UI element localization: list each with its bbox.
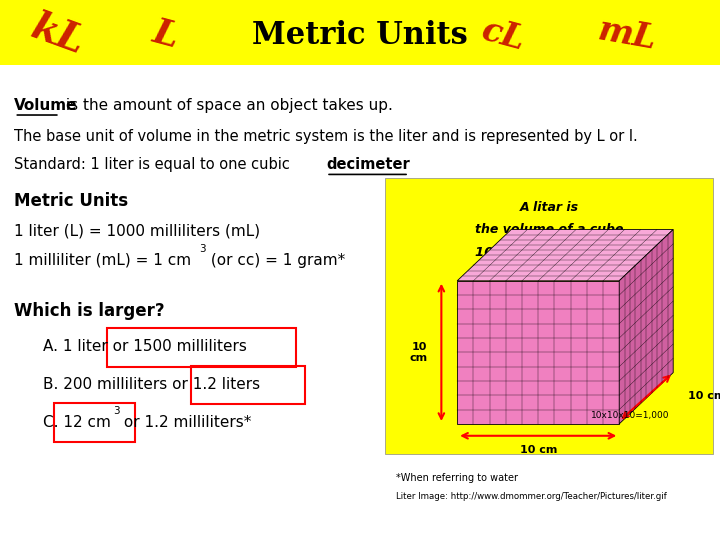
Text: Standard: 1 liter is equal to one cubic: Standard: 1 liter is equal to one cubic [14,157,295,172]
Text: C. 12 cm: C. 12 cm [43,415,111,430]
Text: 10
cm: 10 cm [410,341,428,363]
Text: Volume: Volume [14,98,78,113]
Text: the volume of a cube: the volume of a cube [474,223,624,236]
Text: cL: cL [479,14,529,57]
Text: L: L [149,16,182,55]
Text: 10 cm on each side.: 10 cm on each side. [475,246,623,259]
Text: kL: kL [26,8,89,62]
Text: 1 liter (L) = 1000 milliliters (mL): 1 liter (L) = 1000 milliliters (mL) [14,224,261,239]
Text: mL: mL [595,14,658,57]
Text: B. 200 milliliters or 1.2 liters: B. 200 milliliters or 1.2 liters [43,377,261,392]
Text: (or cc) = 1 gram*: (or cc) = 1 gram* [206,253,345,268]
Text: Metric Units: Metric Units [14,192,129,210]
Text: or 1.2 milliliters*: or 1.2 milliliters* [119,415,251,430]
Text: 10x10x10=1,000: 10x10x10=1,000 [591,410,670,420]
Text: decimeter: decimeter [326,157,410,172]
Text: 10 cm: 10 cm [520,445,557,455]
Text: 3: 3 [113,407,120,416]
Text: 10 cm: 10 cm [688,390,720,401]
Text: *When referring to water: *When referring to water [396,473,518,483]
Text: is the amount of space an object takes up.: is the amount of space an object takes u… [61,98,393,113]
Text: 3: 3 [199,245,205,254]
FancyBboxPatch shape [0,0,720,65]
Polygon shape [619,230,673,424]
Polygon shape [457,230,673,281]
Text: 1 milliliter (mL) = 1 cm: 1 milliliter (mL) = 1 cm [14,253,192,268]
Text: A. 1 liter or 1500 milliliters: A. 1 liter or 1500 milliliters [43,339,247,354]
Text: Liter Image: http://www.dmommer.org/Teacher/Pictures/liter.gif: Liter Image: http://www.dmommer.org/Teac… [396,492,667,501]
Polygon shape [457,281,619,424]
FancyBboxPatch shape [385,178,713,454]
Text: Which is larger?: Which is larger? [14,301,165,320]
Text: The base unit of volume in the metric system is the liter and is represented by : The base unit of volume in the metric sy… [14,129,638,144]
Text: A litar is: A litar is [519,201,579,214]
Text: Metric Units: Metric Units [252,19,468,51]
